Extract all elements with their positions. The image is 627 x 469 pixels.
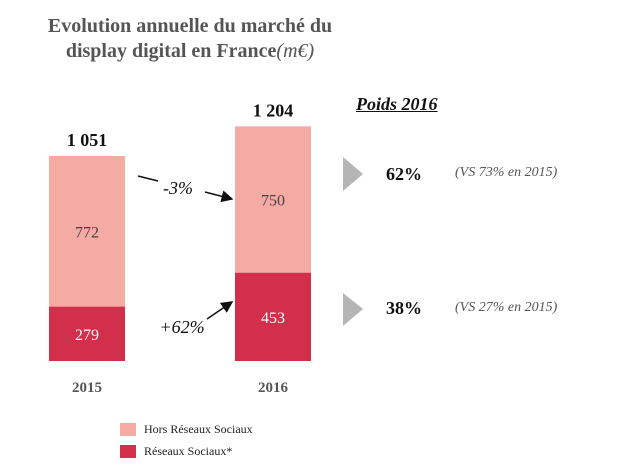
legend-swatch-reseaux [120, 444, 136, 458]
title-line-1: Evolution annuelle du marché du [47, 15, 333, 37]
triangle-pointer-icon-top [343, 157, 363, 191]
growth-arrow-top [204, 190, 234, 203]
weight-comparison-top: (VS 73% en 2015) [455, 165, 558, 180]
legend-item-hors-reseaux: Hors Réseaux Sociaux [120, 418, 253, 440]
bar-segment-2015-reseaux [49, 306, 125, 361]
legend-item-reseaux: Réseaux Sociaux* [120, 440, 253, 462]
title-line-2-text: display digital en France [65, 40, 277, 63]
legend-label-reseaux: Réseaux Sociaux* [144, 443, 233, 458]
weight-share-top: 62% [386, 164, 422, 184]
weight-share-bottom: 38% [386, 298, 422, 318]
legend-label-hors-reseaux: Hors Réseaux Sociaux [144, 421, 253, 436]
x-axis-label-2016: 2016 [258, 380, 289, 396]
bar-value-label-2016-reseaux: 453 [261, 310, 285, 327]
legend: Hors Réseaux Sociaux Réseaux Sociaux* [120, 418, 253, 462]
bar-segment-2016-reseaux [235, 272, 311, 361]
chart-title: Evolution annuelle du marché du display … [0, 14, 380, 65]
bar-segment-2015-hors-reseaux [49, 156, 125, 307]
weights-header: Poids 2016 [356, 94, 438, 114]
bar-total-label-2015: 1 051 [67, 130, 108, 150]
growth-label-bottom: +62% [159, 317, 204, 337]
bar-value-label-2015-hors-reseaux: 772 [75, 224, 99, 241]
bar-value-label-2016-hors-reseaux: 750 [261, 192, 285, 209]
bar-total-label-2016: 1 204 [253, 100, 294, 120]
triangle-pointer-icon-bottom [343, 293, 363, 326]
legend-swatch-hors-reseaux [120, 422, 136, 436]
growth-label-top: -3% [163, 178, 193, 198]
growth-arrow-bottom [206, 301, 234, 320]
weight-comparison-bottom: (VS 27% en 2015) [455, 300, 558, 315]
title-line-2: display digital en France(m€) [0, 39, 380, 64]
bar-value-label-2015-reseaux: 279 [75, 327, 99, 344]
x-axis-label-2015: 2015 [72, 380, 102, 396]
title-unit: (m€) [276, 40, 315, 63]
growth-arrow-top-tail [137, 175, 159, 182]
bar-segment-2016-hors-reseaux [235, 126, 311, 273]
